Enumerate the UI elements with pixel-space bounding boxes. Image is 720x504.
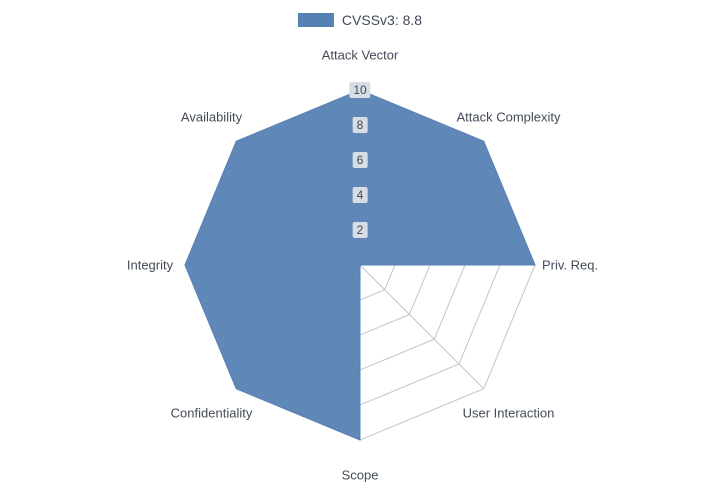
radar-chart: CVSSv3: 8.8 Attack VectorAttack Complexi… bbox=[0, 0, 720, 504]
legend-label: CVSSv3: 8.8 bbox=[342, 12, 422, 28]
legend-swatch bbox=[298, 13, 334, 27]
legend[interactable]: CVSSv3: 8.8 bbox=[298, 12, 422, 28]
radar-svg bbox=[0, 0, 720, 504]
